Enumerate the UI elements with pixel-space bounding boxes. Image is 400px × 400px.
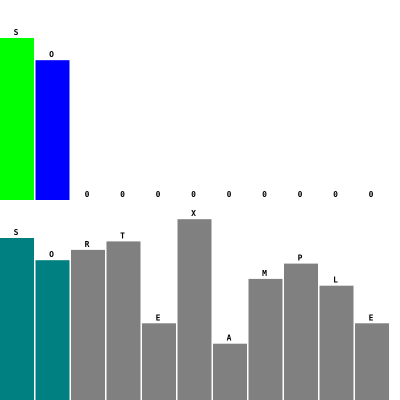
- bottom-bar-6: [213, 343, 247, 400]
- top-bar-label-1: O: [49, 50, 54, 59]
- bottom-bar-0: [0, 238, 34, 400]
- bottom-bar-10: [355, 323, 389, 400]
- top-bar-label-6: 0: [227, 190, 232, 199]
- top-bar-label-3: 0: [120, 190, 125, 199]
- bottom-bar-9: [319, 285, 354, 400]
- bottom-bar-label-0: S: [14, 228, 19, 237]
- top-bar-label-8: 0: [298, 190, 303, 199]
- bottom-bar-label-10: E: [369, 313, 374, 322]
- top-row: S O 0 0 0 0 0 0 0 0 0: [0, 28, 374, 201]
- bottom-bar-label-4: E: [156, 313, 161, 322]
- top-bar-label-10: 0: [369, 190, 374, 199]
- bottom-bar-2: [71, 249, 105, 400]
- bottom-row: S O R T E X A M P L E: [0, 209, 389, 400]
- bottom-bar-label-7: M: [262, 269, 267, 278]
- top-bar-label-9: 0: [333, 190, 338, 199]
- bottom-bar-label-5: X: [191, 209, 196, 218]
- bottom-bar-label-6: A: [227, 334, 232, 343]
- top-bar-label-2: 0: [85, 190, 90, 199]
- bottom-bar-5: [177, 219, 212, 400]
- top-bar-label-7: 0: [262, 190, 267, 199]
- bottom-bar-label-3: T: [120, 231, 125, 240]
- bottom-bar-label-8: P: [298, 254, 303, 263]
- top-bar-0: [0, 38, 34, 200]
- top-bar-label-0: S: [14, 28, 19, 37]
- bottom-bar-label-9: L: [333, 276, 338, 285]
- top-bar-1: [35, 60, 70, 201]
- bottom-bar-4: [142, 323, 176, 400]
- bottom-bar-label-1: O: [49, 250, 54, 259]
- bottom-bar-label-2: R: [85, 240, 90, 249]
- top-bar-label-5: 0: [191, 190, 196, 199]
- bottom-bar-1: [35, 260, 70, 400]
- bottom-bar-7: [248, 278, 283, 400]
- bottom-bar-8: [284, 263, 318, 400]
- bottom-bar-3: [106, 241, 141, 400]
- top-bar-label-4: 0: [156, 190, 161, 199]
